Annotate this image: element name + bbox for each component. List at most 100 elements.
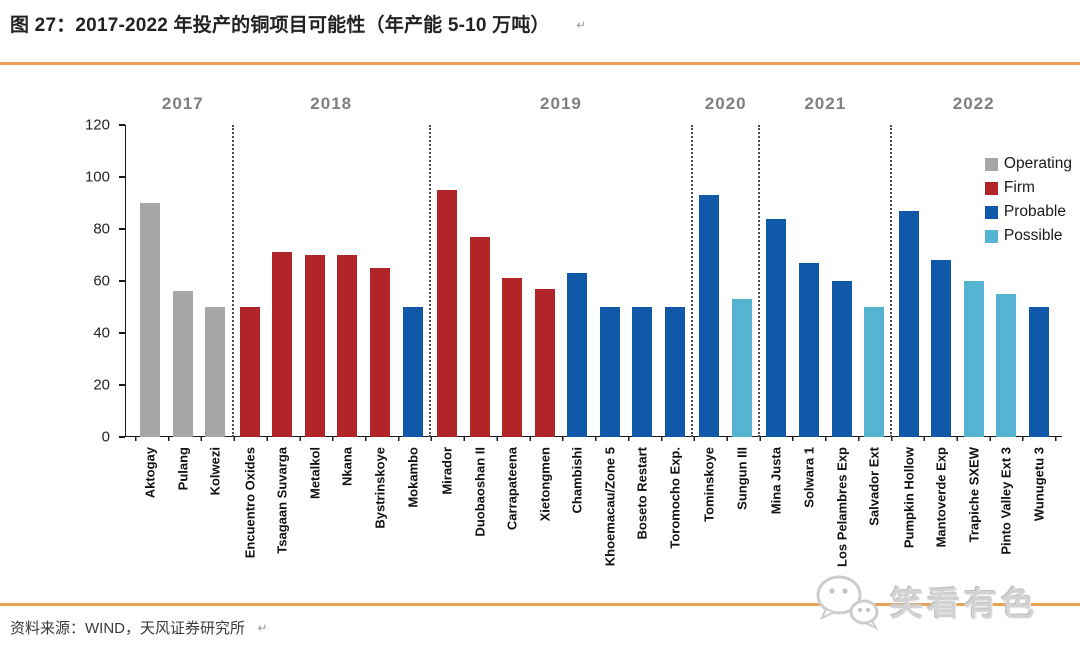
- x-axis-label: Sungun III: [734, 447, 750, 510]
- bar-pulang: [172, 291, 193, 437]
- bar-slot: Pumpkin Hollow: [892, 125, 925, 548]
- wechat-bubbles-icon: [816, 575, 879, 630]
- y-tick-mark: [119, 280, 125, 282]
- x-axis-label: Mokambo: [405, 447, 421, 508]
- x-axis-label: Trapiche SXEW: [966, 447, 982, 543]
- x-axis-label: Wunugetu 3: [1031, 447, 1047, 522]
- bar-mirador: [437, 190, 458, 437]
- year-group-2020: 2020 Tominskoye Sungun III: [693, 94, 761, 522]
- y-tick-mark: [119, 124, 125, 126]
- bar-xietongmen: [534, 288, 555, 437]
- x-axis-label: Duobaoshan II: [472, 447, 488, 537]
- x-axis-label: Mina Justa: [768, 447, 784, 515]
- legend-label: Probable: [1003, 203, 1066, 220]
- bar-slot: Boseto Restart: [626, 125, 659, 539]
- bar-slot: Wunugetu 3: [1022, 125, 1055, 521]
- source-text: 资料来源：WIND，天风证券研究所: [10, 620, 245, 637]
- bar-kolwezi: [205, 307, 226, 437]
- bar-toromocho-exp-: [664, 307, 685, 437]
- bar-pumpkin-hollow: [898, 210, 919, 437]
- legend-row-firm: Firm: [984, 176, 1072, 200]
- bar-slot: Trapiche SXEW: [957, 125, 990, 542]
- bar-slot: Pinto Valley Ext 3: [990, 125, 1023, 555]
- bar-mantoverde-exp: [931, 260, 952, 437]
- bar-slot: Sungun III: [726, 125, 759, 510]
- x-axis-label: Khoemacau/Zone 5: [602, 447, 618, 567]
- legend-swatch-probable: [984, 205, 998, 219]
- y-axis-ticks: [119, 124, 125, 438]
- plot-area: [125, 125, 1062, 441]
- bar-slot: Toromocho Exp.: [659, 125, 692, 549]
- bar-mokambo: [402, 307, 423, 437]
- year-label: 2020: [704, 94, 747, 113]
- y-tick-mark: [119, 436, 125, 438]
- x-axis-label: Los Pelambres Exp: [834, 447, 850, 567]
- legend-swatch-firm: [984, 181, 998, 195]
- year-label: 2017: [161, 94, 204, 113]
- figure-title-row: 图 27：2017-2022 年投产的铜项目可能性（年产能 5-10 万吨） ↵: [10, 10, 1075, 37]
- year-label: 2021: [804, 94, 847, 113]
- x-axis-label: Kolwezi: [207, 447, 223, 496]
- bar-sungun-iii: [731, 299, 752, 437]
- x-axis-label: Nkana: [339, 447, 355, 487]
- source-row: 资料来源：WIND，天风证券研究所 ↵: [10, 617, 268, 638]
- bar-slot: Chambishi: [561, 125, 594, 513]
- x-axis-label: Carrapateena: [504, 447, 520, 531]
- bar-pinto-valley-ext-3: [996, 294, 1017, 437]
- year-group-2017: 2017 Aktogay Pulang Kolwezi: [134, 94, 234, 498]
- year-label: 2019: [540, 94, 582, 113]
- x-axis-label: Encuentro Oxides: [242, 447, 258, 559]
- x-axis-label: Boseto Restart: [634, 447, 650, 540]
- year-group-2018: 2018 Encuentro Oxides Tsagaan Suvarga Metal…: [234, 94, 431, 558]
- x-axis-ticks: [135, 436, 1057, 441]
- bar-slot: Encuentro Oxides: [234, 125, 267, 558]
- y-tick-mark: [119, 176, 125, 178]
- bar-los-pelambres-exp: [831, 281, 852, 437]
- y-tick-label: 40: [93, 324, 110, 342]
- legend-label: Firm: [1003, 179, 1035, 196]
- bar-slot: Nkana: [331, 125, 364, 486]
- x-axis-label: Mantoverde Exp: [933, 447, 949, 548]
- bar-slot: Duobaoshan II: [463, 125, 496, 537]
- x-axis-label: Mirador: [439, 447, 455, 495]
- bar-trapiche-sxew: [963, 281, 984, 437]
- year-group-2021: 2021 Mina Justa Solwara 1 Los Pelambres Exp…: [760, 94, 893, 567]
- bar-slot: Carrapateena: [496, 125, 529, 530]
- return-mark-icon: ↵: [576, 18, 587, 32]
- x-axis-label: Aktogay: [142, 447, 158, 499]
- year-group-2022: 2022 Pumpkin Hollow Mantoverde Exp Trapiche…: [892, 94, 1055, 555]
- y-tick-label: 60: [93, 272, 110, 290]
- y-axis-labels: 0 20 40 60 80 100 120: [66, 117, 114, 446]
- y-tick-label: 100: [84, 168, 110, 186]
- x-axis-label: Tominskoye: [701, 447, 717, 522]
- bar-wunugetu-3: [1028, 307, 1049, 437]
- year-label: 2018: [310, 94, 353, 113]
- x-axis-label: Metalkol: [307, 447, 323, 500]
- y-tick-mark: [119, 384, 125, 386]
- bar-slot: Kolwezi: [199, 125, 232, 495]
- bar-slot: Mirador: [431, 125, 464, 495]
- x-axis-label: Xietongmen: [537, 447, 553, 522]
- y-tick-label: 20: [93, 376, 110, 394]
- bar-metalkol: [304, 255, 325, 437]
- figure-title: 图 27：2017-2022 年投产的铜项目可能性（年产能 5-10 万吨）: [10, 15, 550, 36]
- x-axis-label: Pinto Valley Ext 3: [998, 447, 1014, 555]
- bar-tsagaan-suvarga: [272, 252, 293, 437]
- year-label: 2022: [952, 94, 995, 113]
- legend-label: Operating: [1003, 155, 1072, 172]
- legend: Operating Firm Probable Possible: [984, 152, 1072, 248]
- bar-slot: Khoemacau/Zone 5: [593, 125, 626, 566]
- bar-slot: Los Pelambres Exp: [825, 125, 858, 567]
- x-axis-label: Bystrinskoye: [372, 447, 388, 529]
- x-axis-label: Tsagaan Suvarga: [274, 447, 290, 554]
- bar-slot: Tominskoye: [693, 125, 726, 522]
- x-axis-label: Pumpkin Hollow: [901, 447, 917, 549]
- y-tick-mark: [119, 332, 125, 334]
- bar-chambishi: [567, 273, 588, 437]
- top-accent-rule: [0, 62, 1080, 65]
- bar-slot: Salvador Ext: [858, 125, 891, 526]
- bar-aktogay: [140, 203, 161, 437]
- x-axis-label: Pulang: [175, 447, 191, 491]
- y-tick-label: 0: [101, 428, 110, 446]
